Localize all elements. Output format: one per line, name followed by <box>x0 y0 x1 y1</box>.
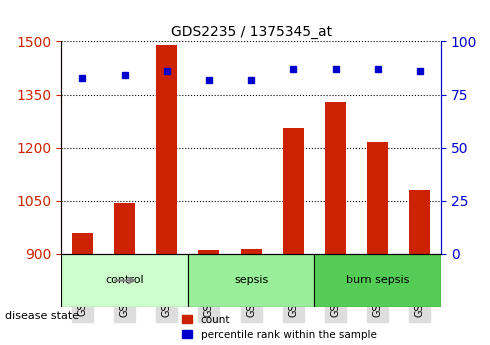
Text: control: control <box>105 276 144 285</box>
Bar <box>198 250 220 254</box>
Text: sepsis: sepsis <box>234 276 268 285</box>
FancyBboxPatch shape <box>315 254 441 307</box>
FancyBboxPatch shape <box>188 254 315 307</box>
Bar <box>241 249 262 254</box>
Title: GDS2235 / 1375345_at: GDS2235 / 1375345_at <box>171 25 332 39</box>
Legend: count, percentile rank within the sample: count, percentile rank within the sample <box>178 310 381 344</box>
Bar <box>156 45 177 254</box>
Bar <box>409 190 430 254</box>
Bar <box>283 128 304 254</box>
Bar <box>325 102 346 254</box>
Bar <box>114 203 135 254</box>
Text: burn sepsis: burn sepsis <box>346 276 410 285</box>
Bar <box>367 142 388 254</box>
Bar <box>72 233 93 254</box>
FancyBboxPatch shape <box>61 254 188 307</box>
Text: disease state: disease state <box>5 311 79 321</box>
